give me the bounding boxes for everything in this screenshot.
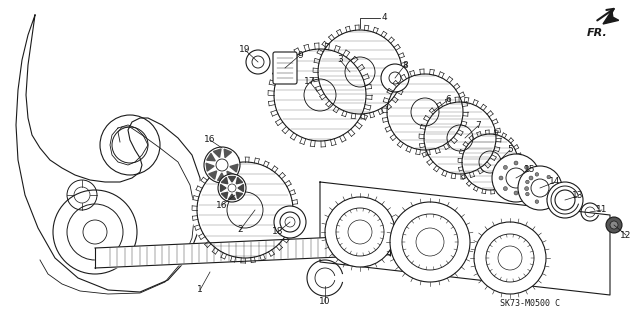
Polygon shape xyxy=(221,184,226,191)
Text: 13: 13 xyxy=(572,191,584,201)
Circle shape xyxy=(486,234,534,282)
Polygon shape xyxy=(603,11,619,24)
Circle shape xyxy=(313,25,407,119)
Polygon shape xyxy=(228,194,236,199)
Polygon shape xyxy=(221,192,228,199)
Circle shape xyxy=(402,214,458,270)
Circle shape xyxy=(192,157,298,263)
Circle shape xyxy=(525,180,529,184)
Polygon shape xyxy=(236,177,243,184)
Circle shape xyxy=(535,200,539,204)
Text: 19: 19 xyxy=(239,46,251,55)
Circle shape xyxy=(525,192,529,196)
Circle shape xyxy=(525,165,529,169)
Text: 10: 10 xyxy=(319,298,331,307)
Circle shape xyxy=(504,187,508,191)
Polygon shape xyxy=(209,171,217,179)
Circle shape xyxy=(274,206,306,238)
Circle shape xyxy=(216,159,228,171)
Polygon shape xyxy=(236,192,243,199)
Circle shape xyxy=(382,69,468,155)
Polygon shape xyxy=(227,171,235,180)
Circle shape xyxy=(325,197,395,267)
Polygon shape xyxy=(238,184,243,191)
Circle shape xyxy=(518,166,562,210)
Text: 8: 8 xyxy=(402,61,408,70)
Polygon shape xyxy=(214,149,221,157)
Circle shape xyxy=(525,187,529,191)
Text: 1: 1 xyxy=(197,286,203,294)
Text: 15: 15 xyxy=(524,166,536,174)
Polygon shape xyxy=(228,176,236,182)
Circle shape xyxy=(535,173,539,176)
Circle shape xyxy=(336,208,384,256)
Polygon shape xyxy=(221,177,228,184)
Polygon shape xyxy=(230,164,238,172)
Text: 18: 18 xyxy=(272,227,284,236)
Text: 6: 6 xyxy=(445,95,451,105)
Circle shape xyxy=(514,161,518,165)
Text: 11: 11 xyxy=(596,205,608,214)
Circle shape xyxy=(514,191,518,195)
Text: 4: 4 xyxy=(382,12,388,21)
Circle shape xyxy=(547,197,550,201)
Circle shape xyxy=(390,202,470,282)
Circle shape xyxy=(547,175,550,179)
Text: 7: 7 xyxy=(475,122,481,130)
Text: 9: 9 xyxy=(297,50,303,60)
Circle shape xyxy=(228,184,236,192)
Circle shape xyxy=(547,182,583,218)
Circle shape xyxy=(204,147,240,183)
Polygon shape xyxy=(218,173,225,181)
Circle shape xyxy=(492,154,540,202)
Circle shape xyxy=(529,176,533,180)
Circle shape xyxy=(218,174,246,202)
Text: 3: 3 xyxy=(337,56,343,64)
Polygon shape xyxy=(206,163,214,171)
Circle shape xyxy=(610,221,618,229)
FancyBboxPatch shape xyxy=(273,52,297,84)
Text: 16: 16 xyxy=(204,136,216,145)
Circle shape xyxy=(606,217,622,233)
Circle shape xyxy=(419,97,501,179)
Text: 12: 12 xyxy=(620,231,632,240)
Text: 5: 5 xyxy=(507,145,513,154)
Circle shape xyxy=(552,186,556,190)
Circle shape xyxy=(474,222,546,294)
Polygon shape xyxy=(224,149,232,158)
Circle shape xyxy=(246,50,270,74)
Polygon shape xyxy=(207,153,215,161)
Circle shape xyxy=(504,165,508,169)
Text: 17: 17 xyxy=(304,78,316,86)
Text: 2: 2 xyxy=(237,226,243,234)
Text: SK73-M0500 C: SK73-M0500 C xyxy=(500,299,560,308)
Circle shape xyxy=(268,43,372,147)
Text: 16: 16 xyxy=(216,201,228,210)
Text: FR.: FR. xyxy=(587,28,608,38)
Circle shape xyxy=(381,64,409,92)
Circle shape xyxy=(458,130,522,194)
Circle shape xyxy=(499,176,503,180)
Text: 14: 14 xyxy=(549,177,561,187)
